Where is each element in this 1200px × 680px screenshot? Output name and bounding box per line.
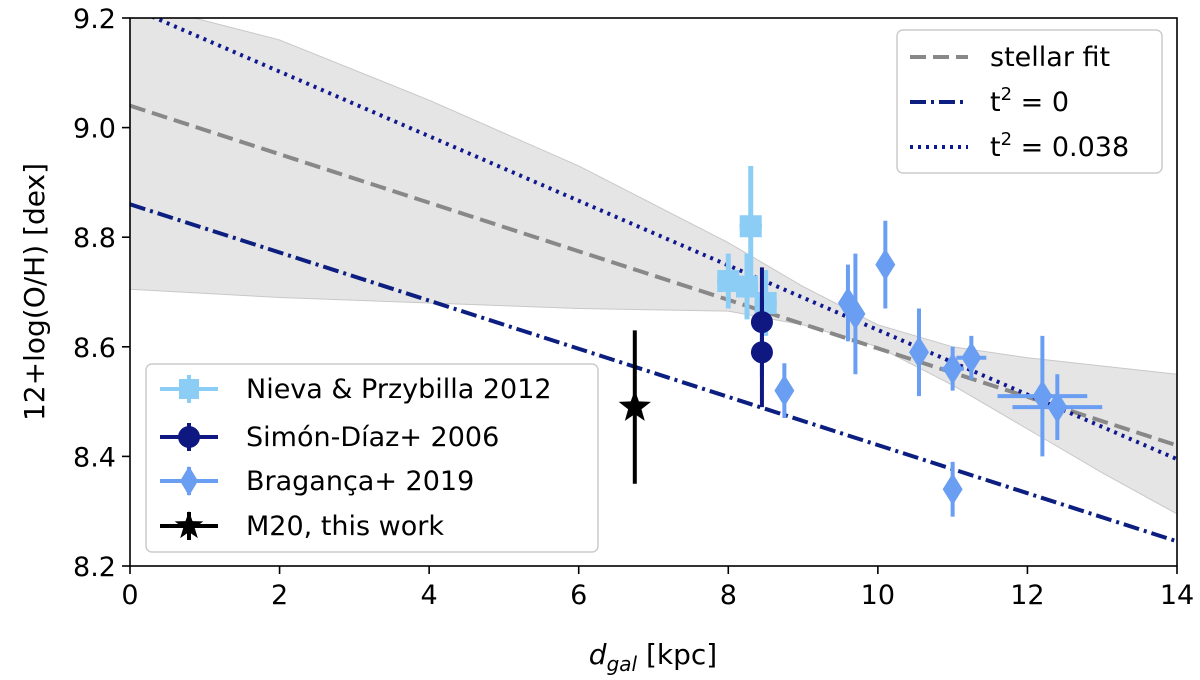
y-tick-label-4: 9.0 [73,114,116,145]
x-tick-label-5: 10 [861,580,895,611]
y-tick-label-1: 8.4 [73,442,116,473]
x-axis-label-unit: [kpc] [646,638,717,671]
x-axis-label-space [637,638,646,671]
y-tick-label-2: 8.6 [73,333,116,364]
data-point-s1-p1 [750,297,773,408]
legend-label-braganca: Bragança+ 2019 [246,466,474,497]
data-point-s2-p0 [774,363,795,419]
data-point-s0-p2 [735,253,759,320]
y-axis-ticks: 8.2 8.4 8.6 8.8 9.0 9.2 [73,4,130,583]
legend-label-t2-0-base: t [990,87,1001,118]
data-point-s2-p9 [1012,374,1103,440]
legend-marker-simon-diaz [160,423,218,451]
legend-marker-m20 [160,511,218,540]
model-lines-layer [130,18,1177,544]
y-tick-label-3: 8.8 [73,223,116,254]
x-tick-label-7: 14 [1160,580,1194,611]
legend-label-t2-0038-rest: = 0.038 [1012,132,1129,163]
x-axis-label-main: d [589,638,607,671]
x-axis-ticks: 0 2 4 6 8 10 12 14 [121,566,1194,611]
x-tick-label-3: 6 [570,580,587,611]
model-line-1 [130,202,1177,544]
legend-marker-nieva [160,375,218,403]
data-point-s2-p3 [875,220,896,309]
data-point-s2-p8 [997,335,1088,457]
legend-label-t2-0038: t2 = 0.038 [990,129,1129,163]
x-tick-label-2: 4 [421,580,438,611]
x-tick-label-6: 12 [1010,580,1044,611]
data-point-s3-p0 [618,330,651,484]
legend-label-t2-0-sup: 2 [1001,84,1012,105]
data-point-s2-p1 [837,264,858,342]
x-axis-label-sub: gal [607,652,638,676]
x-axis-label: dgal [kpc] [589,638,717,676]
x-tick-label-1: 2 [271,580,288,611]
legend-markers-frame [145,363,599,553]
x-tick-label-0: 0 [121,580,138,611]
x-tick-label-4: 8 [720,580,737,611]
data-point-s0-p0 [739,165,762,287]
data-point-s2-p6 [956,335,987,380]
data-point-s2-p7 [942,461,963,517]
y-axis-label: 12+log(O/H) [dex] [18,163,51,421]
data-point-s2-p5 [941,346,964,391]
legend-lines-frame [896,29,1163,174]
legend-label-nieva: Nieva & Przybilla 2012 [246,374,552,405]
legend-label-simon-diaz: Simón-Díaz+ 2006 [246,422,499,453]
model-line-2 [150,18,1177,461]
legend-markers: Nieva & Przybilla 2012 Simón-Díaz+ 2006 … [145,363,599,553]
confidence-band-layer [130,18,1177,515]
plot-frame [129,17,1178,567]
y-tick-label-0: 8.2 [73,552,116,583]
legend-label-t2-0038-sup: 2 [1001,129,1012,150]
legend-label-stellar-fit: stellar fit [990,42,1110,73]
legend-label-t2-0-rest: = 0 [1012,87,1069,118]
confidence-band [130,18,1177,515]
data-points-layer [618,165,1103,517]
legend-label-t2-0038-base: t [990,132,1001,163]
data-point-s0-p1 [717,253,740,309]
legend-label-t2-0: t2 = 0 [990,84,1069,118]
data-point-s2-p2 [845,253,866,375]
legend-label-m20: M20, this work [246,511,444,542]
legend-lines: stellar fit t2 = 0 t2 = 0.038 [896,29,1163,174]
legend-marker-braganca [160,466,218,496]
data-point-s2-p4 [908,308,929,397]
y-tick-label-5: 9.2 [73,4,116,35]
